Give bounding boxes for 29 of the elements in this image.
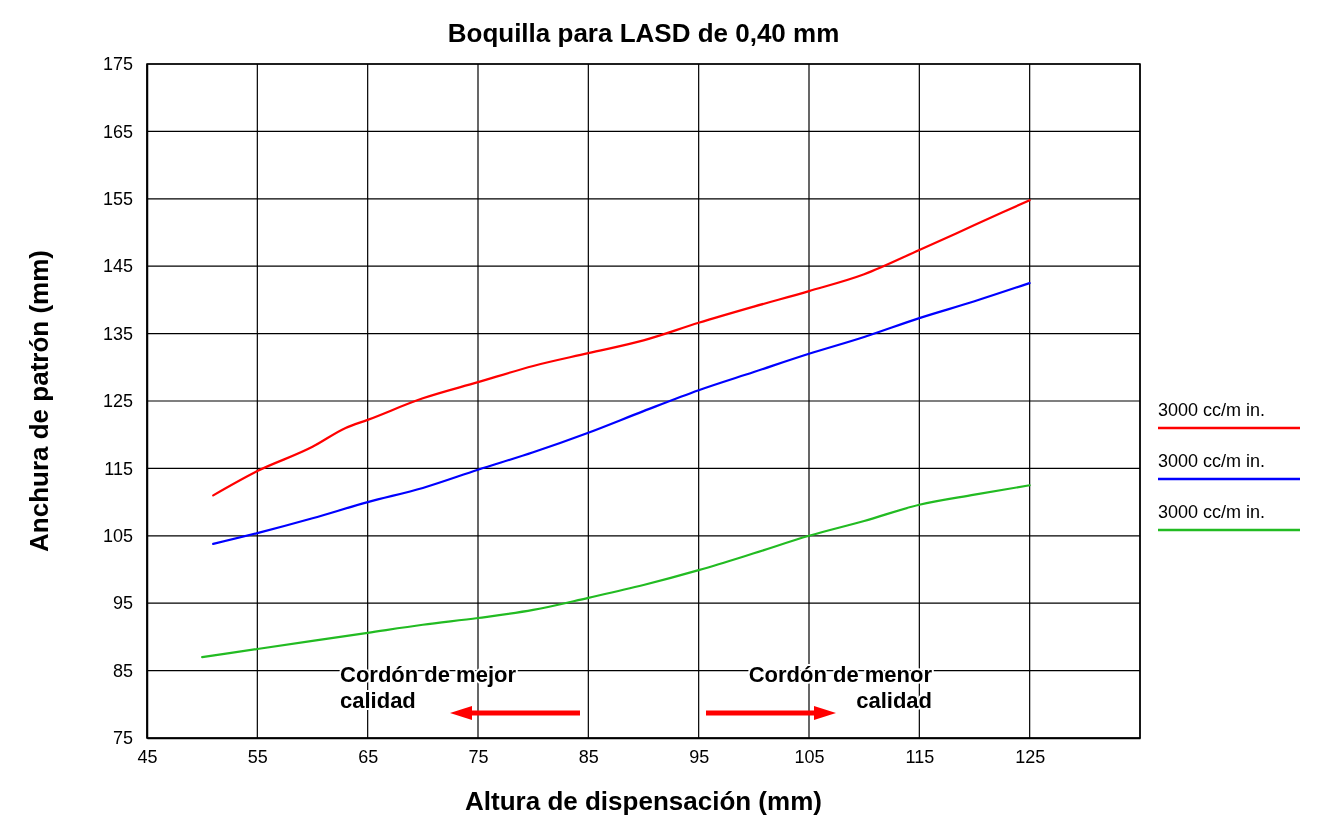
x-axis-title: Altura de dispensación (mm) — [465, 786, 822, 816]
x-tick-label: 95 — [689, 746, 710, 767]
text: 3000 cc/m in. — [1158, 451, 1266, 471]
y-tick-label: 135 — [102, 323, 133, 344]
x-tick-label: 55 — [247, 746, 268, 767]
x-tick-label: 115 — [905, 746, 935, 767]
line-series — [201, 484, 1031, 659]
x-tick-label: 45 — [137, 746, 158, 767]
x-tick-label: 75 — [468, 746, 489, 767]
y-tick-label: 155 — [102, 189, 133, 210]
y-tick-label: 85 — [112, 660, 133, 681]
y-tick-label: 75 — [112, 728, 133, 749]
y-tick-label: 95 — [112, 593, 133, 614]
x-tick-label: 65 — [358, 746, 379, 767]
y-tick-label: 145 — [102, 256, 133, 277]
y-axis-title: Anchura de patrón (mm) — [24, 250, 54, 552]
text: 3000 cc/m in. — [1158, 400, 1266, 420]
x-tick-label: 125 — [1015, 746, 1046, 767]
x-tick-label: 105 — [794, 746, 825, 767]
y-tick-label: 115 — [104, 458, 133, 479]
chart-title: Boquilla para LASD de 0,40 mm — [447, 18, 840, 48]
line-series — [212, 199, 1031, 497]
x-tick-label: 85 — [578, 746, 599, 767]
y-tick-label: 165 — [102, 121, 133, 142]
line-series — [212, 281, 1031, 545]
y-tick-label: 105 — [102, 526, 133, 547]
text: 3000 cc/m in. — [1158, 502, 1266, 522]
y-tick-label: 175 — [102, 54, 133, 75]
y-tick-label: 125 — [102, 391, 133, 412]
